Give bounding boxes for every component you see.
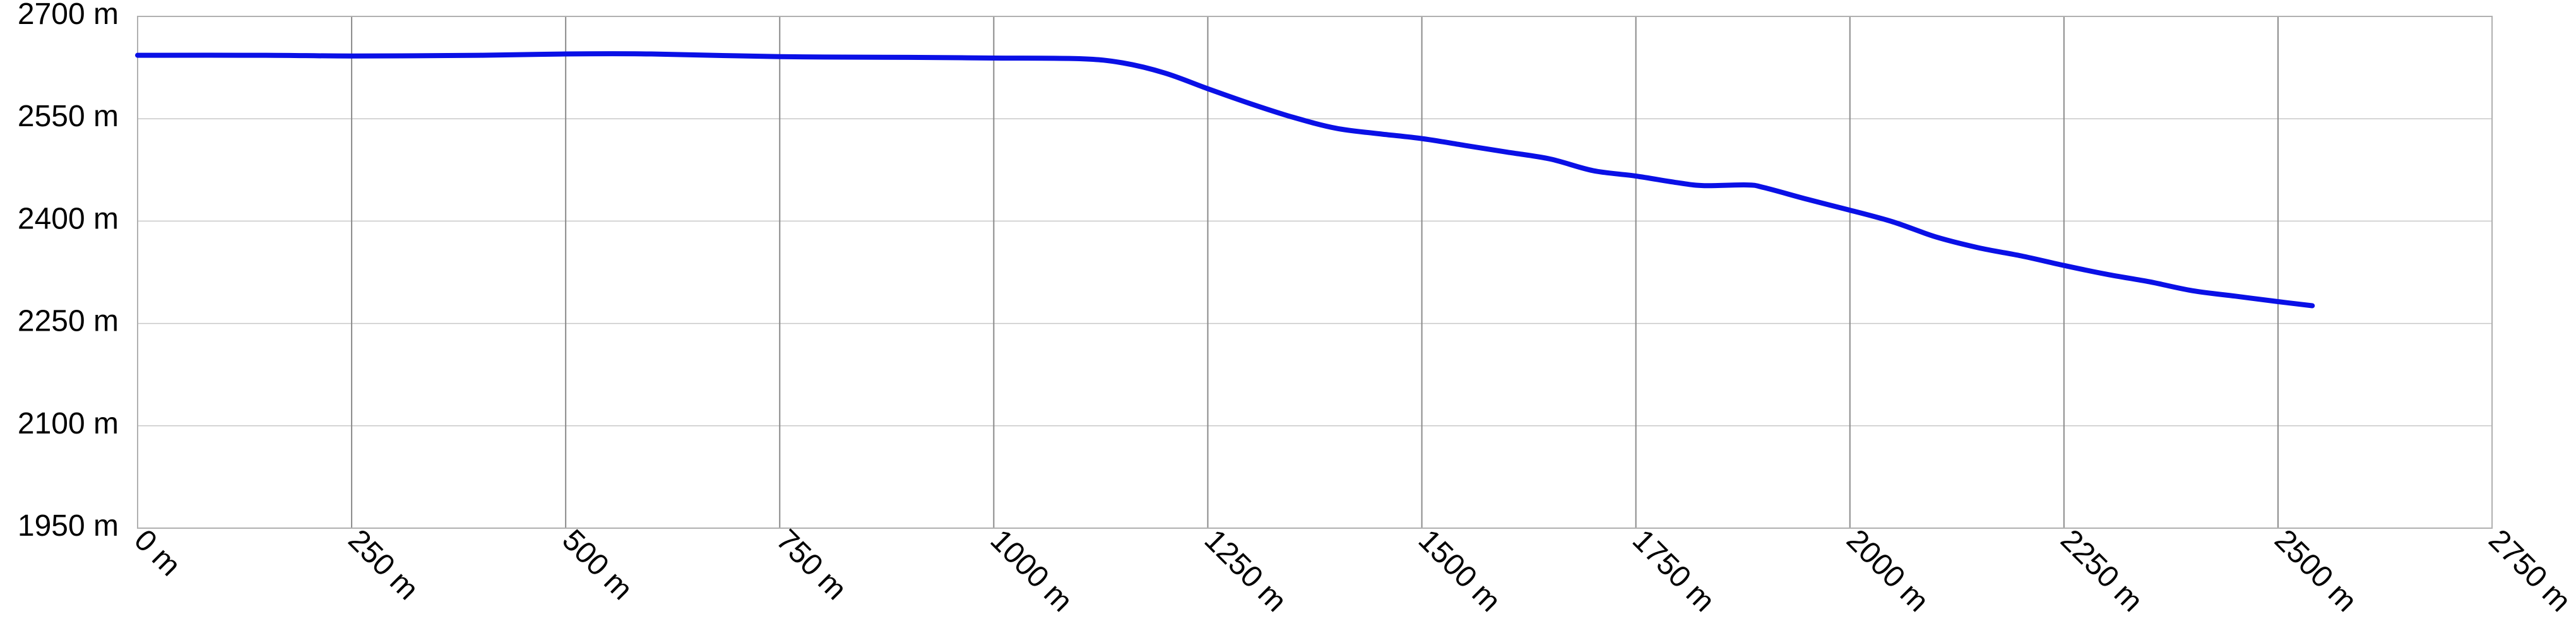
y-tick-label: 1950 m [18, 509, 119, 543]
x-tick-label: 2500 m [2268, 523, 2363, 618]
plot-area [138, 16, 2492, 528]
x-tick-label: 2250 m [2054, 523, 2149, 618]
x-tick-label: 0 m [128, 523, 187, 582]
plot-border [137, 16, 2493, 529]
x-tick-label: 1250 m [1198, 523, 1293, 618]
x-tick-label: 1500 m [1412, 523, 1507, 618]
x-tick-label: 750 m [769, 523, 853, 606]
y-axis-tick-labels: 1950 m 2100 m 2250 m 2400 m 2550 m 2700 m [18, 0, 119, 543]
x-tick-label: 2000 m [1840, 523, 1935, 618]
x-tick-label: 2750 m [2482, 523, 2576, 618]
y-tick-label: 2400 m [18, 202, 119, 235]
y-tick-label: 2250 m [18, 305, 119, 338]
x-tick-label: 500 m [555, 523, 639, 606]
series-layer [135, 51, 2315, 309]
y-tick-label: 2100 m [18, 407, 119, 440]
x-tick-label: 250 m [341, 523, 425, 606]
x-axis-tick-labels: 0 m 250 m 500 m 750 m 1000 m 1250 m 1500 m 1750… [128, 523, 2576, 618]
x-tick-label: 1750 m [1626, 523, 1721, 618]
x-tick-label: 1000 m [984, 523, 1079, 618]
y-tick-label: 2550 m [18, 100, 119, 133]
elevation-series-line [135, 51, 2315, 309]
y-tick-label: 2700 m [18, 0, 119, 31]
